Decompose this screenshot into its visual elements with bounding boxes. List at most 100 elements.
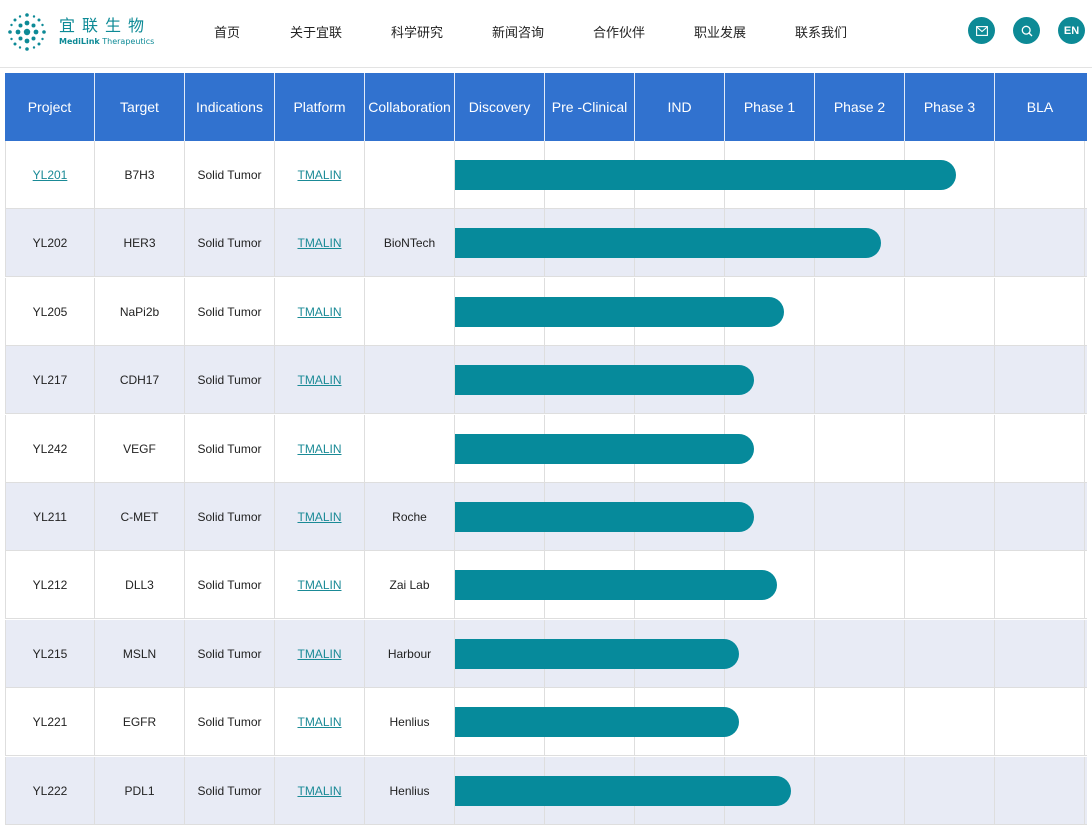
stage-cell xyxy=(725,483,815,551)
language-toggle-button[interactable]: EN xyxy=(1058,17,1085,44)
platform-link[interactable]: TMALIN xyxy=(297,441,342,456)
nav-partners[interactable]: 合作伙伴 xyxy=(592,26,646,41)
platform-link[interactable]: TMALIN xyxy=(297,304,342,319)
table-row: YL201 B7H3 Solid Tumor TMALIN xyxy=(5,141,1087,209)
stage-cell xyxy=(815,277,905,346)
stage-cell xyxy=(815,209,905,278)
table-row: YL202 HER3 Solid Tumor TMALIN BioNTech xyxy=(5,209,1087,278)
nav-research[interactable]: 科学研究 xyxy=(390,26,444,41)
cell-collaboration xyxy=(365,277,455,346)
column-header-indications: Indications xyxy=(185,73,275,141)
project-link[interactable]: YL201 xyxy=(32,168,68,182)
cell-indication: Solid Tumor xyxy=(185,414,275,483)
nav-home[interactable]: 首页 xyxy=(213,26,241,41)
stage-cell xyxy=(905,551,995,620)
cell-project: YL242 xyxy=(5,414,95,483)
stage-cell xyxy=(995,619,1085,688)
cell-collaboration xyxy=(365,141,455,209)
platform-link[interactable]: TMALIN xyxy=(297,236,342,251)
stage-cell xyxy=(815,756,905,825)
stage-cell xyxy=(815,688,905,757)
stage-cell xyxy=(725,688,815,757)
cell-collaboration: BioNTech xyxy=(365,209,455,278)
cell-collaboration: Roche xyxy=(365,483,455,551)
stage-cell xyxy=(905,209,995,278)
platform-link[interactable]: TMALIN xyxy=(297,783,342,798)
table-row: YL217 CDH17 Solid Tumor TMALIN xyxy=(5,346,1087,415)
cell-platform: TMALIN xyxy=(275,277,365,346)
stage-cell xyxy=(995,688,1085,757)
cell-indication: Solid Tumor xyxy=(185,141,275,209)
stage-cell xyxy=(905,141,995,209)
mail-icon xyxy=(975,25,988,36)
table-row: YL242 VEGF Solid Tumor TMALIN xyxy=(5,414,1087,483)
main-nav: 首页 关于宜联 科学研究 新闻咨询 合作伙伴 职业发展 联系我们 xyxy=(0,0,1092,62)
cell-platform: TMALIN xyxy=(275,346,365,415)
cell-platform: TMALIN xyxy=(275,551,365,620)
platform-link[interactable]: TMALIN xyxy=(297,373,342,388)
cell-project: YL205 xyxy=(5,277,95,346)
stage-cell xyxy=(905,619,995,688)
logo[interactable]: 宜联生物 MediLink Therapeutics xyxy=(5,10,154,54)
cell-project: YL212 xyxy=(5,551,95,620)
cell-collaboration: Zai Lab xyxy=(365,551,455,620)
stage-cell xyxy=(725,346,815,415)
cell-project: YL201 xyxy=(5,141,95,209)
site-header: 宜联生物 MediLink Therapeutics 首页 关于宜联 科学研究 … xyxy=(0,0,1092,68)
column-header-phase-1: Phase 1 xyxy=(725,73,815,141)
nav-about[interactable]: 关于宜联 xyxy=(289,26,343,41)
molecule-dots-logo-icon xyxy=(5,10,49,54)
stage-cell xyxy=(815,346,905,415)
stage-cell xyxy=(995,483,1085,551)
cell-collaboration xyxy=(365,414,455,483)
mail-button[interactable] xyxy=(968,17,995,44)
stage-cell xyxy=(725,277,815,346)
search-button[interactable] xyxy=(1013,17,1040,44)
cell-target: B7H3 xyxy=(95,141,185,209)
cell-target: NaPi2b xyxy=(95,277,185,346)
cell-target: EGFR xyxy=(95,688,185,757)
cell-target: CDH17 xyxy=(95,346,185,415)
table-row: YL205 NaPi2b Solid Tumor TMALIN xyxy=(5,277,1087,346)
progress-bar xyxy=(455,707,739,738)
cell-platform: TMALIN xyxy=(275,483,365,551)
cell-target: HER3 xyxy=(95,209,185,278)
table-row: YL215 MSLN Solid Tumor TMALIN Harbour xyxy=(5,619,1087,688)
stage-cell xyxy=(725,414,815,483)
table-row: YL222 PDL1 Solid Tumor TMALIN Henlius xyxy=(5,756,1087,825)
column-header-project: Project xyxy=(5,73,95,141)
logo-en-text: MediLink Therapeutics xyxy=(59,37,155,46)
cell-indication: Solid Tumor xyxy=(185,209,275,278)
stage-cell xyxy=(995,209,1085,278)
cell-target: C-MET xyxy=(95,483,185,551)
table-row: YL212 DLL3 Solid Tumor TMALIN Zai Lab xyxy=(5,551,1087,620)
nav-contact[interactable]: 联系我们 xyxy=(794,26,848,41)
platform-link[interactable]: TMALIN xyxy=(297,578,342,593)
stage-cell xyxy=(905,483,995,551)
stage-cell xyxy=(995,756,1085,825)
cell-project: YL221 xyxy=(5,688,95,757)
cell-collaboration: Harbour xyxy=(365,619,455,688)
column-header-bla: BLA xyxy=(1026,99,1054,115)
platform-link[interactable]: TMALIN xyxy=(297,715,342,730)
stage-cell xyxy=(995,551,1085,620)
stage-cell xyxy=(995,414,1085,483)
nav-careers[interactable]: 职业发展 xyxy=(693,26,747,41)
progress-bar xyxy=(455,433,754,464)
stage-cell xyxy=(725,551,815,620)
cell-project: YL211 xyxy=(5,483,95,551)
pipeline-table: Project Target Indications Platform Collabor… xyxy=(5,73,1087,825)
nav-news[interactable]: 新闻咨询 xyxy=(491,26,545,41)
cell-platform: TMALIN xyxy=(275,756,365,825)
stage-cell xyxy=(725,756,815,825)
progress-bar xyxy=(455,775,791,806)
stage-cell xyxy=(905,688,995,757)
cell-collaboration: Henlius xyxy=(365,688,455,757)
platform-link[interactable]: TMALIN xyxy=(297,510,342,524)
progress-bar xyxy=(455,502,754,532)
column-header-discovery: Discovery xyxy=(455,73,545,141)
platform-link[interactable]: TMALIN xyxy=(297,168,342,182)
platform-link[interactable]: TMALIN xyxy=(297,646,342,661)
table-row: YL221 EGFR Solid Tumor TMALIN Henlius xyxy=(5,688,1087,757)
cell-indication: Solid Tumor xyxy=(185,756,275,825)
